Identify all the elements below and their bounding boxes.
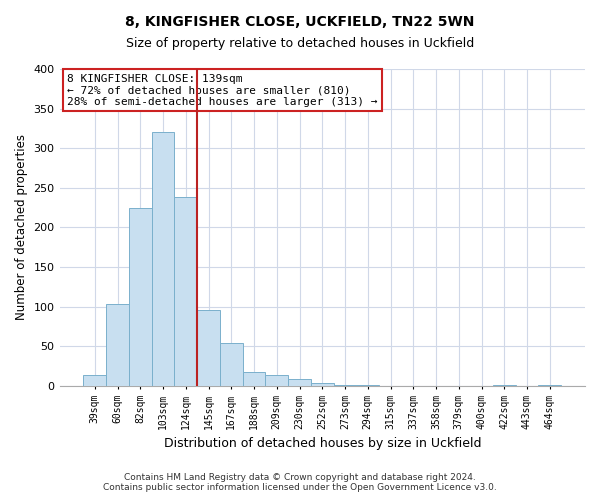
Bar	[493, 385, 515, 386]
Text: 8, KINGFISHER CLOSE, UCKFIELD, TN22 5WN: 8, KINGFISHER CLOSE, UCKFIELD, TN22 5WN	[125, 15, 475, 29]
Text: 8 KINGFISHER CLOSE: 139sqm
← 72% of detached houses are smaller (810)
28% of sem: 8 KINGFISHER CLOSE: 139sqm ← 72% of deta…	[67, 74, 378, 107]
Text: Contains HM Land Registry data © Crown copyright and database right 2024.
Contai: Contains HM Land Registry data © Crown c…	[103, 473, 497, 492]
Bar	[334, 385, 356, 386]
Bar	[538, 385, 561, 386]
Bar	[129, 208, 152, 386]
Bar	[242, 372, 265, 386]
Text: Size of property relative to detached houses in Uckfield: Size of property relative to detached ho…	[126, 38, 474, 51]
Bar	[220, 343, 242, 386]
Bar	[288, 378, 311, 386]
Bar	[197, 310, 220, 386]
Bar	[106, 304, 129, 386]
Bar	[83, 374, 106, 386]
Bar	[265, 374, 288, 386]
Bar	[311, 382, 334, 386]
Bar	[152, 132, 175, 386]
Bar	[356, 385, 379, 386]
Y-axis label: Number of detached properties: Number of detached properties	[15, 134, 28, 320]
Bar	[175, 198, 197, 386]
X-axis label: Distribution of detached houses by size in Uckfield: Distribution of detached houses by size …	[164, 437, 481, 450]
